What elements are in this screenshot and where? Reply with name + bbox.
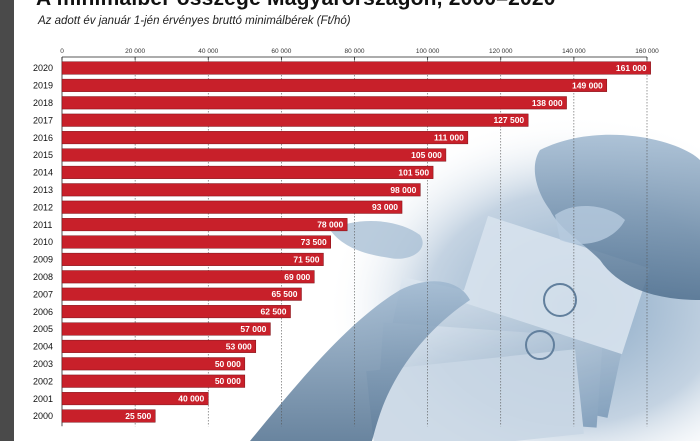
chart-subtitle: Az adott év január 1-jén érvényes bruttó… (38, 15, 351, 27)
value-label: 161 000 (616, 63, 647, 73)
value-label: 25 500 (125, 411, 151, 421)
bar-2020 (61, 61, 651, 75)
bar-2006 (61, 305, 291, 319)
bar-2002 (61, 374, 246, 388)
year-label: 2010 (33, 237, 53, 247)
value-label: 149 000 (572, 80, 603, 90)
year-label: 2002 (33, 376, 53, 386)
year-label: 2016 (33, 133, 53, 143)
x-tick-label: 80 000 (345, 48, 365, 55)
year-label: 2004 (33, 342, 53, 352)
year-label: 2007 (33, 289, 53, 299)
year-label: 2003 (33, 359, 53, 369)
year-label: 2014 (33, 168, 53, 178)
year-label: 2019 (33, 81, 53, 91)
left-frame-border (0, 0, 14, 441)
bar-2013 (61, 183, 421, 197)
bar-2012 (61, 200, 403, 214)
value-label: 65 500 (271, 289, 297, 299)
bar-2011 (61, 218, 348, 232)
x-tick-label: 20 000 (125, 48, 145, 55)
x-tick-label: 140 000 (562, 48, 586, 55)
year-label: 2000 (33, 411, 53, 421)
value-label: 62 500 (261, 307, 287, 317)
value-label: 73 500 (301, 237, 327, 247)
year-label: 2008 (33, 272, 53, 282)
value-label: 57 000 (240, 324, 266, 334)
bar-2019 (61, 78, 608, 92)
x-tick-label: 100 000 (416, 48, 440, 55)
bar-2001 (61, 392, 209, 406)
year-label: 2015 (33, 150, 53, 160)
year-label: 2018 (33, 98, 53, 108)
value-label: 71 500 (293, 254, 319, 264)
year-label: 2009 (33, 255, 53, 265)
value-label: 78 000 (317, 220, 343, 230)
year-label: 2011 (33, 220, 52, 230)
x-tick-label: 0 (60, 48, 64, 55)
x-tick-label: 40 000 (198, 48, 218, 55)
value-label: 50 000 (215, 359, 241, 369)
year-label: 2013 (33, 185, 53, 195)
year-label: 2017 (33, 115, 53, 125)
value-label: 93 000 (372, 202, 398, 212)
bar-2004 (61, 339, 257, 353)
value-label: 40 000 (178, 394, 204, 404)
value-label: 138 000 (532, 98, 563, 108)
chart-title: A minimálbér összege Magyarországon, 200… (36, 0, 556, 11)
bar-2007 (61, 287, 302, 301)
value-label: 98 000 (390, 185, 416, 195)
value-label: 127 500 (493, 115, 524, 125)
value-label: 69 000 (284, 272, 310, 282)
value-label: 53 000 (226, 341, 252, 351)
x-tick-label: 120 000 (489, 48, 513, 55)
x-tick-label: 160 000 (635, 48, 659, 55)
x-tick-label: 60 000 (271, 48, 291, 55)
bar-2003 (61, 357, 246, 371)
year-label: 2005 (33, 324, 53, 334)
year-label: 2012 (33, 202, 53, 212)
year-label: 2006 (33, 307, 53, 317)
bar-2016 (61, 131, 469, 145)
value-label: 50 000 (215, 376, 241, 386)
bar-2009 (61, 252, 324, 266)
bar-2018 (61, 96, 567, 110)
bar-2017 (61, 113, 529, 127)
bar-2015 (61, 148, 447, 162)
value-label: 101 500 (398, 167, 429, 177)
bar-2010 (61, 235, 331, 249)
bar-2005 (61, 322, 271, 336)
value-label: 111 000 (434, 133, 464, 143)
year-label: 2020 (33, 63, 53, 73)
bar-2014 (61, 165, 434, 179)
bar-2000 (61, 409, 156, 423)
value-label: 105 000 (411, 150, 442, 160)
bar-2008 (61, 270, 315, 284)
year-label: 2001 (33, 394, 53, 404)
